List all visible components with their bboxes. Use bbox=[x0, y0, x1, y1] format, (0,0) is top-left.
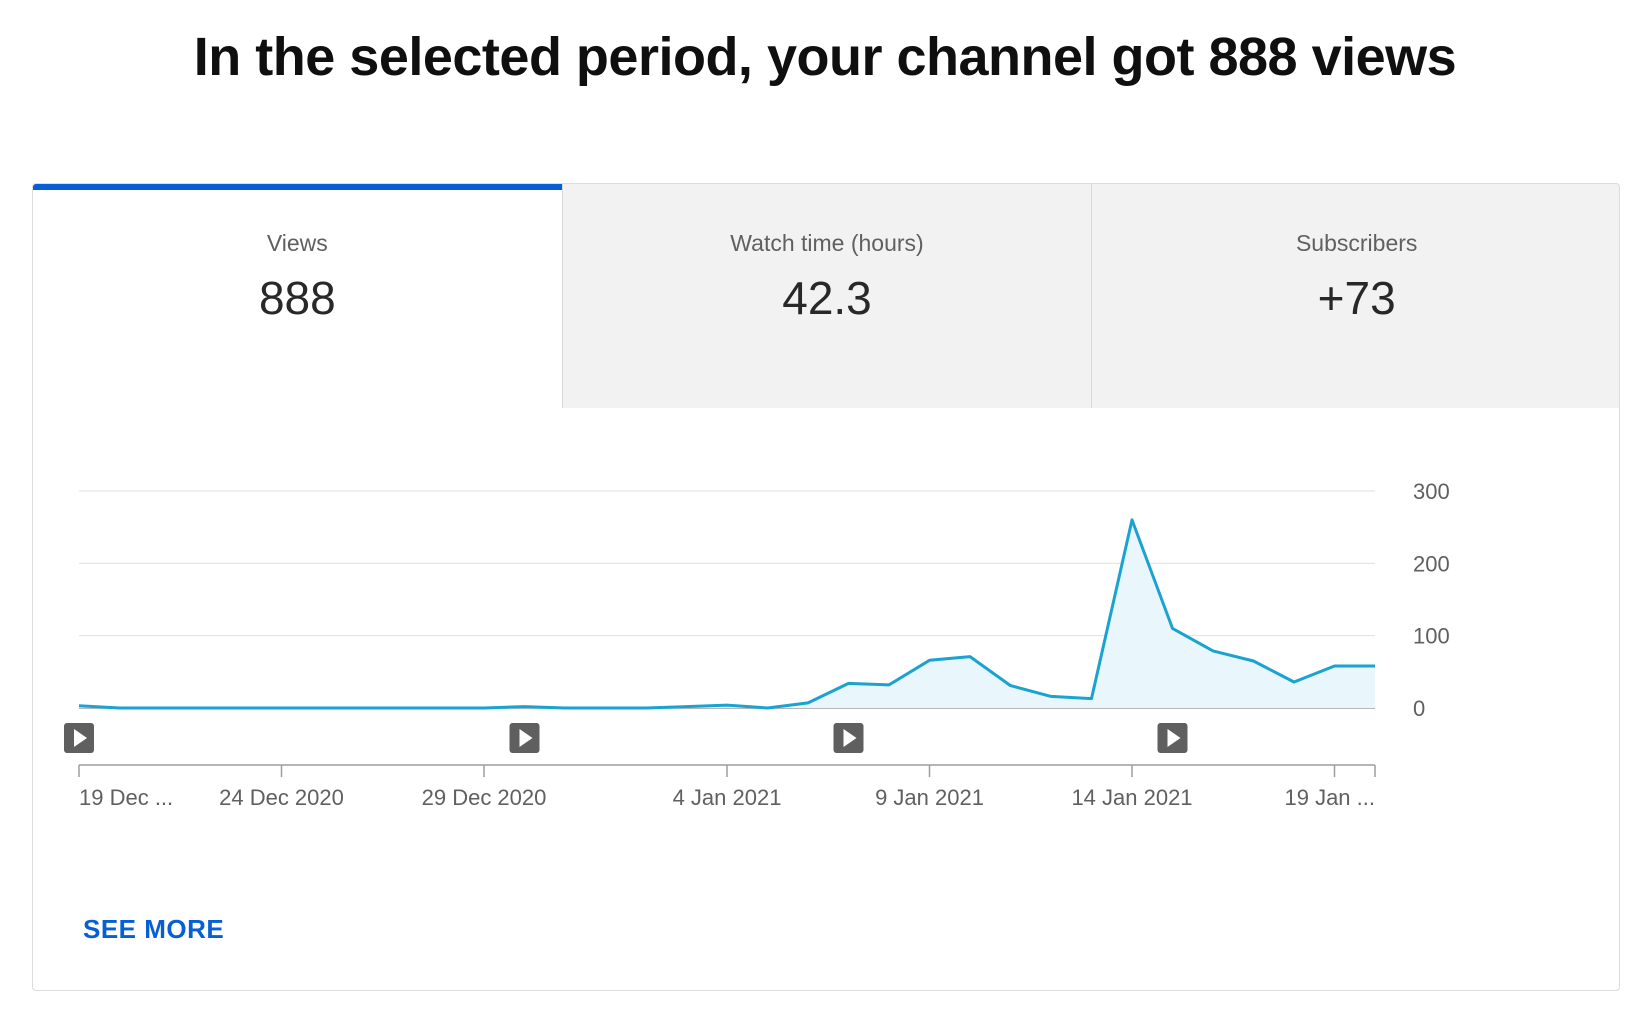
data-point bbox=[1089, 696, 1095, 702]
x-tick-label: 29 Dec 2020 bbox=[422, 785, 547, 810]
y-tick-label: 100 bbox=[1413, 624, 1450, 649]
data-point bbox=[157, 705, 163, 711]
data-point bbox=[765, 705, 771, 711]
data-point bbox=[76, 703, 82, 709]
play-icon bbox=[519, 729, 533, 747]
x-tick-label: 14 Jan 2021 bbox=[1071, 785, 1192, 810]
views-chart-svg: 0 100 200 300 19 Dec ... 24 Dec 2020 29 Dec 20… bbox=[64, 479, 1450, 810]
data-point bbox=[198, 705, 204, 711]
x-tick-label: 9 Jan 2021 bbox=[875, 785, 984, 810]
tab-subscribers-label: Subscribers bbox=[1295, 230, 1418, 256]
play-icon bbox=[1167, 729, 1181, 747]
data-point bbox=[400, 705, 406, 711]
data-point bbox=[238, 705, 244, 711]
data-point bbox=[1251, 658, 1257, 664]
views-area bbox=[79, 519, 1375, 708]
analytics-card: Views 888 Watch time (hours) 42.3 Subscr… bbox=[32, 183, 1620, 991]
data-point bbox=[603, 705, 609, 711]
video-marker-button[interactable] bbox=[509, 723, 540, 753]
data-point bbox=[481, 705, 487, 711]
video-marker-button[interactable] bbox=[64, 723, 94, 753]
data-point bbox=[805, 700, 811, 706]
data-point bbox=[886, 682, 892, 688]
data-point bbox=[967, 654, 973, 660]
see-more-link[interactable]: SEE MORE bbox=[83, 914, 225, 944]
tab-views-value: 888 bbox=[258, 272, 336, 324]
y-tick-label: 200 bbox=[1413, 551, 1450, 576]
data-point bbox=[1170, 625, 1176, 631]
play-icon bbox=[74, 729, 87, 747]
tab-watch-time[interactable]: Watch time (hours) 42.3 bbox=[561, 184, 1092, 408]
tab-watch-time-value: 42.3 bbox=[782, 272, 872, 324]
x-tick-label: 4 Jan 2021 bbox=[673, 785, 782, 810]
data-point bbox=[522, 704, 528, 710]
data-point bbox=[117, 705, 123, 711]
y-tick-label: 0 bbox=[1413, 696, 1425, 721]
y-tick-label: 300 bbox=[1413, 479, 1450, 504]
data-point bbox=[684, 704, 690, 710]
data-point bbox=[846, 680, 852, 686]
views-chart: 0 100 200 300 19 Dec ... 24 Dec 2020 29 Dec 20… bbox=[33, 408, 1619, 848]
x-tick-label: 19 Dec ... bbox=[79, 785, 173, 810]
x-tick-label: 24 Dec 2020 bbox=[219, 785, 344, 810]
data-point bbox=[1008, 683, 1014, 689]
tab-watch-time-label: Watch time (hours) bbox=[730, 230, 924, 256]
metric-tabs: Views 888 Watch time (hours) 42.3 Subscr… bbox=[33, 184, 1619, 408]
data-point bbox=[724, 702, 730, 708]
data-point bbox=[1332, 663, 1338, 669]
data-point bbox=[441, 705, 447, 711]
tab-views[interactable]: Views 888 bbox=[33, 184, 562, 408]
views-line bbox=[78, 518, 1375, 710]
tab-subscribers-value: +73 bbox=[1317, 272, 1396, 324]
data-point bbox=[319, 705, 325, 711]
data-point bbox=[1048, 693, 1054, 699]
data-point bbox=[927, 657, 933, 663]
data-point bbox=[1372, 663, 1378, 669]
data-point bbox=[643, 705, 649, 711]
data-point bbox=[1210, 648, 1216, 654]
video-marker-button[interactable] bbox=[1157, 723, 1188, 753]
data-point bbox=[562, 705, 568, 711]
play-icon bbox=[843, 729, 857, 747]
data-point bbox=[1291, 679, 1297, 685]
data-point bbox=[279, 705, 285, 711]
tab-subscribers[interactable]: Subscribers +73 bbox=[1091, 184, 1619, 408]
data-point bbox=[1129, 517, 1135, 523]
data-point bbox=[360, 705, 366, 711]
video-marker-button[interactable] bbox=[833, 723, 864, 753]
x-tick-label: 19 Jan ... bbox=[1284, 785, 1375, 810]
tab-views-label: Views bbox=[266, 230, 328, 256]
page-headline: In the selected period, your channel got… bbox=[193, 27, 1457, 87]
